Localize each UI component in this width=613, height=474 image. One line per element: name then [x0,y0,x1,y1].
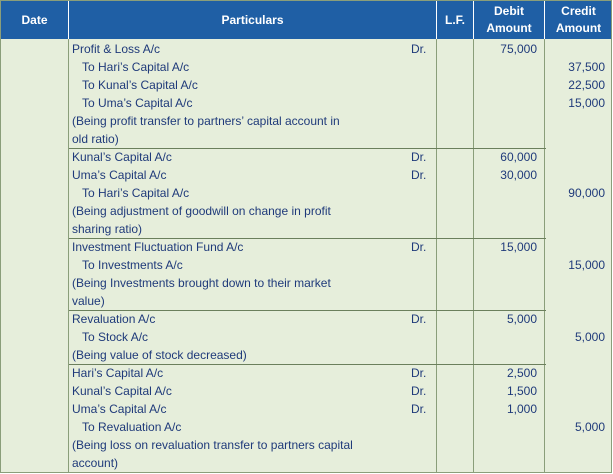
debit-amount: 75,000 [500,42,537,56]
credit-account-line: To Revaluation A/c [82,420,182,434]
dr-marker: Dr. [411,366,427,380]
header-particulars: Particulars [69,1,437,39]
credit-account-line: To Hari’s Capital A/c [82,186,190,200]
entry-separator [69,238,546,239]
dr-marker: Dr. [411,168,427,182]
header-particulars-label: Particulars [221,12,284,27]
credit-account-line: To Hari’s Capital A/c [82,60,190,74]
table-header: Date Particulars L.F. Debit Amount Credi… [1,1,611,39]
debit-account-line: Kunal’s Capital A/c [72,384,172,398]
dr-marker: Dr. [411,312,427,326]
dr-marker: Dr. [411,42,427,56]
debit-account-line: Uma’s Capital A/c [72,402,167,416]
header-credit-line1: Credit [561,4,596,18]
credit-amount: 15,000 [568,258,605,272]
debit-amount: 5,000 [506,312,537,326]
debit-account-line: Uma’s Capital A/c [72,168,167,182]
narration-line: (Being adjustment of goodwill on change … [72,204,331,218]
header-credit-line2: Amount [555,21,602,35]
debit-account-line: Hari’s Capital A/c [72,366,164,380]
header-date: Date [1,1,69,39]
debit-amount: 30,000 [500,168,537,182]
column-divider [68,39,69,472]
credit-amount: 15,000 [568,96,605,110]
debit-amount: 2,500 [506,366,537,380]
credit-account-line: To Uma’s Capital A/c [82,96,193,110]
narration-line: (Being Investments brought down to their… [72,276,331,290]
debit-account-line: Revaluation A/c [72,312,156,326]
debit-account-line: Kunal’s Capital A/c [72,150,172,164]
narration-line: (Being profit transfer to partners’ capi… [72,114,340,128]
debit-amount: 1,000 [506,402,537,416]
entry-separator [69,310,546,311]
narration-line: old ratio) [72,132,119,146]
debit-amount: 60,000 [500,150,537,164]
header-debit-line1: Debit [494,4,524,18]
header-credit: Credit Amount [545,1,612,39]
narration-line: (Being value of stock decreased) [72,348,247,362]
debit-account-line: Profit & Loss A/c [72,42,161,56]
dr-marker: Dr. [411,402,427,416]
header-debit: Debit Amount [474,1,545,39]
narration-line: account) [72,456,119,470]
entry-separator [69,148,546,149]
credit-amount: 90,000 [568,186,605,200]
narration-line: sharing ratio) [72,222,143,236]
narration-line: (Being loss on revaluation transfer to p… [72,438,353,452]
credit-amount: 37,500 [568,60,605,74]
credit-account-line: To Kunal’s Capital A/c [82,78,198,92]
dr-marker: Dr. [411,384,427,398]
credit-account-line: To Investments A/c [82,258,183,272]
credit-amount: 22,500 [568,78,605,92]
header-lf: L.F. [437,1,474,39]
dr-marker: Dr. [411,150,427,164]
dr-marker: Dr. [411,240,427,254]
credit-amount: 5,000 [574,330,605,344]
debit-amount: 1,500 [506,384,537,398]
credit-amount: 5,000 [574,420,605,434]
credit-account-line: To Stock A/c [82,330,149,344]
header-date-label: Date [21,12,48,27]
entry-separator [69,364,546,365]
debit-account-line: Investment Fluctuation Fund A/c [72,240,244,254]
header-lf-label: L.F. [445,12,465,27]
narration-line: value) [72,294,105,308]
column-divider [436,39,437,472]
header-debit-line2: Amount [486,21,532,35]
column-divider [473,39,474,472]
column-divider [544,39,545,472]
debit-amount: 15,000 [500,240,537,254]
